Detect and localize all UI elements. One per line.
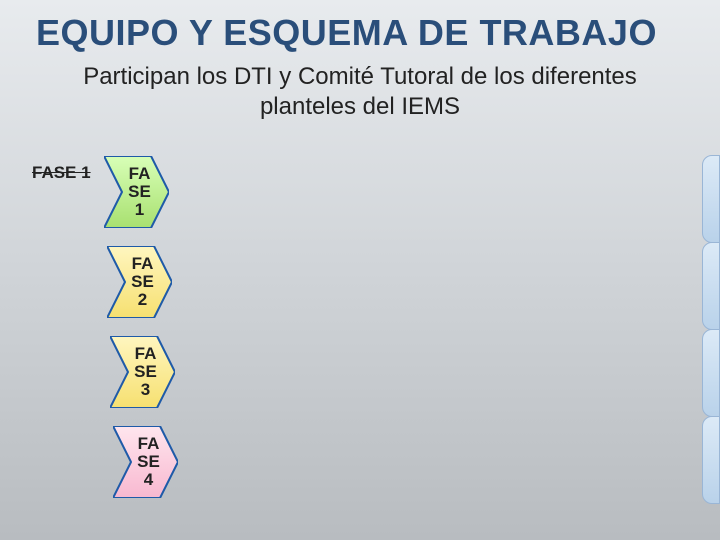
right-tab-4 <box>702 416 720 504</box>
chevron-label-2: FA SE 2 <box>107 246 172 318</box>
title: EQUIPO Y ESQUEMA DE TRABAJO <box>30 14 690 52</box>
chevron-label-4: FA SE 4 <box>113 426 178 498</box>
slide: EQUIPO Y ESQUEMA DE TRABAJO Participan l… <box>0 0 720 540</box>
chevron-label-3: FA SE 3 <box>110 336 175 408</box>
chevron-3: FA SE 3 <box>110 336 175 408</box>
right-tab-3 <box>702 329 720 417</box>
chevron-4: FA SE 4 <box>113 426 178 498</box>
phase1-label: FASE 1 <box>32 163 91 183</box>
subtitle: Participan los DTI y Comité Tutoral de l… <box>30 62 690 122</box>
right-tab-2 <box>702 242 720 330</box>
right-tabs <box>702 155 720 503</box>
chevron-2: FA SE 2 <box>107 246 172 318</box>
right-tab-1 <box>702 155 720 243</box>
chevron-label-1: FA SE 1 <box>104 156 169 228</box>
chevron-1: FA SE 1 <box>104 156 169 228</box>
